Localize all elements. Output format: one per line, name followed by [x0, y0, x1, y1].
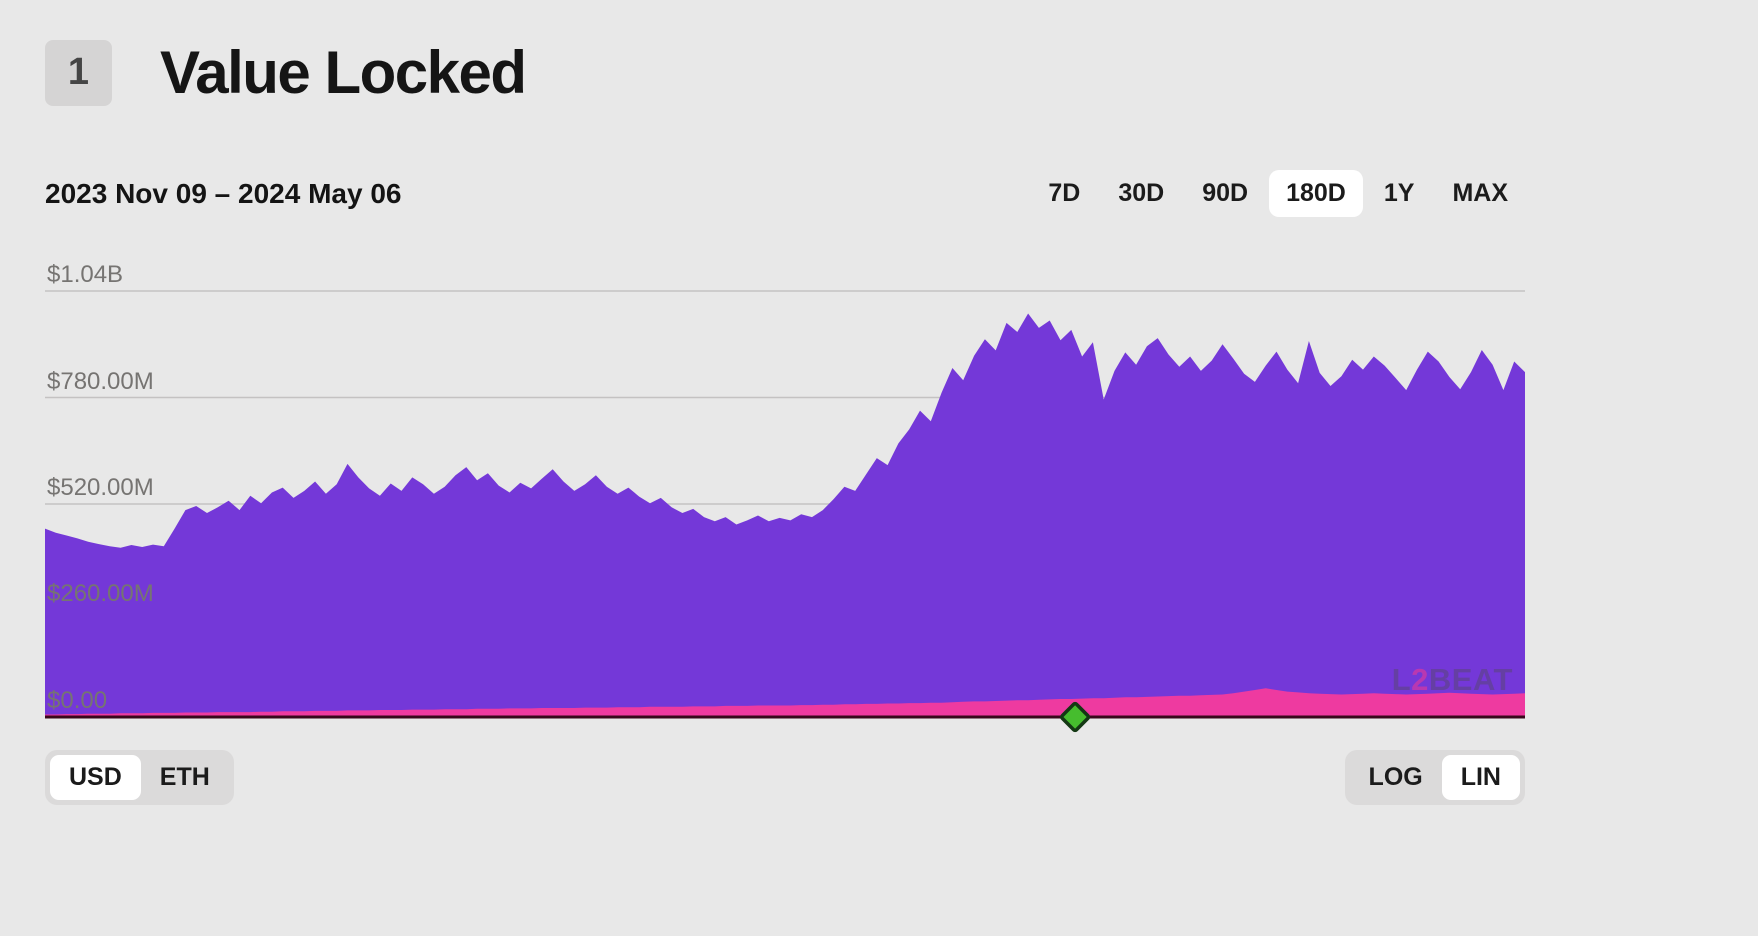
value-locked-chart[interactable]: $1.04B $780.00M $520.00M $260.00M $0.00 …	[45, 258, 1525, 744]
page-title: Value Locked	[160, 39, 527, 106]
chart-svg[interactable]	[45, 258, 1525, 744]
scale-toggle-wrap: LOG LIN	[1344, 750, 1525, 805]
milestone-marker[interactable]	[1060, 701, 1091, 733]
timerange-selector: 7D 30D 90D 180D 1Y MAX	[1031, 170, 1525, 217]
unit-toggle: USD ETH	[45, 750, 234, 805]
area-series-bottom-band	[45, 688, 1525, 717]
unit-option-eth[interactable]: ETH	[141, 755, 229, 800]
timerange-option-7d[interactable]: 7D	[1031, 170, 1097, 217]
timerange-option-180d[interactable]: 180D	[1269, 170, 1363, 217]
scale-toggle: LOG LIN	[1344, 750, 1525, 805]
timerange-option-30d[interactable]: 30D	[1101, 170, 1181, 217]
header: 1 Value Locked	[45, 38, 527, 107]
unit-option-usd[interactable]: USD	[50, 755, 141, 800]
timerange-option-90d[interactable]: 90D	[1185, 170, 1265, 217]
scale-option-lin[interactable]: LIN	[1441, 755, 1520, 800]
date-range-label: 2023 Nov 09 – 2024 May 06	[45, 177, 402, 209]
area-series-total	[45, 313, 1525, 717]
step-badge: 1	[45, 39, 112, 106]
timerange-option-1y[interactable]: 1Y	[1367, 170, 1432, 217]
unit-toggle-wrap: USD ETH	[45, 750, 234, 805]
chart-controls-row: 2023 Nov 09 – 2024 May 06 7D 30D 90D 180…	[45, 170, 1525, 217]
timerange-option-max[interactable]: MAX	[1435, 170, 1525, 217]
scale-option-log[interactable]: LOG	[1350, 755, 1442, 800]
